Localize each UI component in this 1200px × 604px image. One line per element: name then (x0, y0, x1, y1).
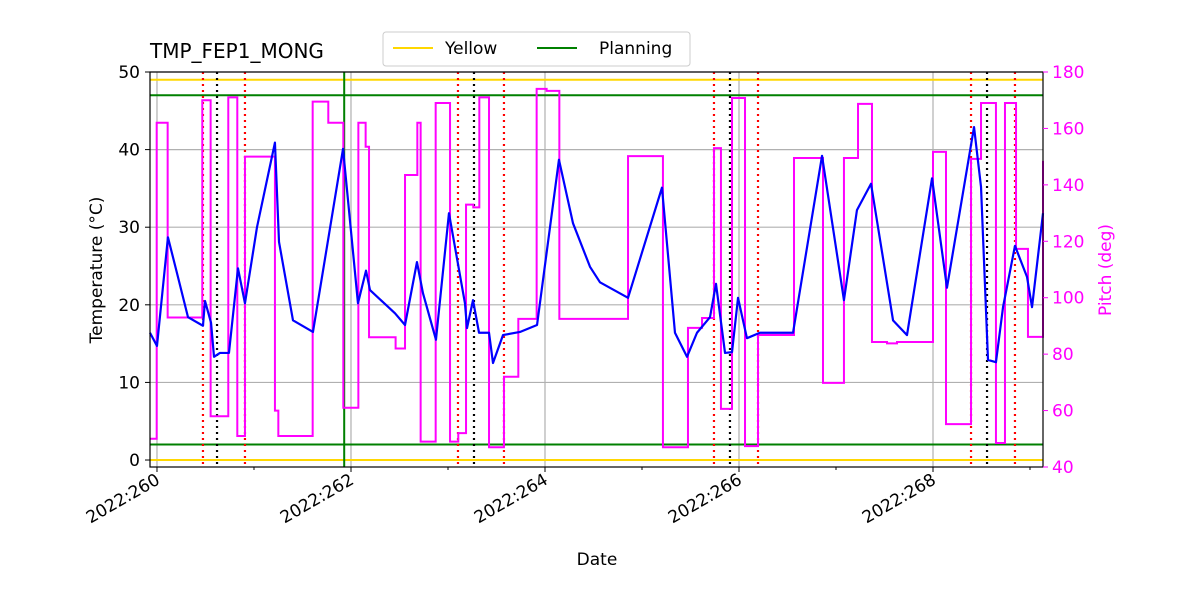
y-tick-label: 30 (118, 218, 140, 238)
legend-label-yellow: Yellow (444, 39, 497, 59)
y-axis-label: Temperature (°C) (87, 197, 107, 345)
y-tick-label: 0 (129, 451, 140, 471)
y2-tick-label: 40 (1052, 458, 1074, 478)
series (149, 87, 1045, 449)
x-axis-label: Date (577, 550, 618, 570)
y2-tick-label: 100 (1052, 289, 1084, 309)
y-tick-label: 50 (118, 63, 140, 83)
plot-frame (149, 71, 1044, 468)
chart-title: TMP_FEP1_MONG (149, 39, 324, 63)
y2-axis-label: Pitch (deg) (1096, 224, 1116, 316)
y2-tick-label: 60 (1052, 402, 1074, 422)
y2-tick-label: 180 (1052, 63, 1084, 83)
legend-label-planning: Planning (599, 39, 672, 59)
y-tick-label: 10 (118, 373, 140, 393)
temperature-series (149, 125, 1045, 365)
y-tick-label: 40 (118, 141, 140, 161)
limit-lines (150, 72, 1043, 467)
y-tick-label: 20 (118, 296, 140, 316)
y2-tick-label: 80 (1052, 345, 1074, 365)
pitch-series (150, 87, 1044, 449)
y2-tick-label: 120 (1052, 232, 1084, 252)
legend-box (382, 31, 691, 67)
legend: Yellow Planning (382, 31, 691, 67)
y2-tick-label: 160 (1052, 119, 1084, 139)
y2-tick-label: 140 (1052, 176, 1084, 196)
